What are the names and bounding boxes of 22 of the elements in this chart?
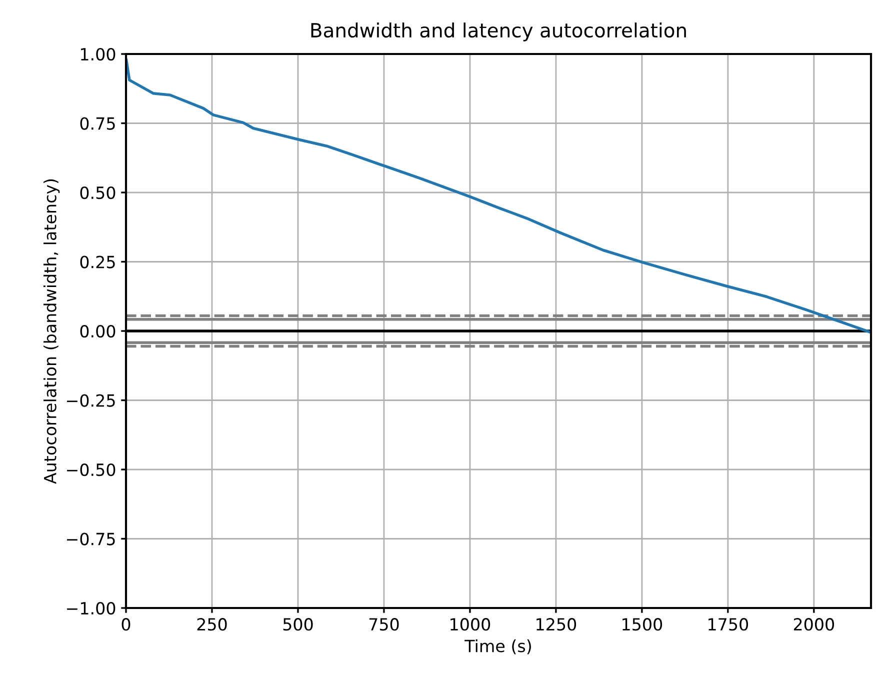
y-tick-label: 0.00: [80, 324, 116, 338]
y-tick-label: 0.50: [80, 186, 116, 200]
x-tick-label: 1500: [622, 618, 662, 631]
y-tick-label: −0.75: [66, 532, 115, 546]
y-tick-label: −0.50: [66, 463, 116, 476]
x-tick-label: 1250: [536, 618, 576, 631]
y-tick-label: −1.00: [66, 602, 116, 615]
x-tick-label: 1000: [450, 618, 490, 631]
y-tick-label: −0.25: [66, 394, 115, 407]
x-tick-label: 1750: [708, 618, 748, 631]
x-tick-label: 2000: [794, 618, 834, 631]
line-series: [126, 58, 871, 334]
x-tick-label: 250: [197, 618, 227, 631]
y-axis-title: Autocorrelation (bandwidth, latency): [44, 179, 60, 484]
x-axis-title: Time (s): [464, 639, 531, 654]
y-tick-label: 1.00: [81, 48, 116, 61]
x-tick-label: 0: [122, 618, 130, 631]
y-tick-label: 0.75: [80, 117, 115, 130]
x-tick-label: 500: [283, 618, 313, 631]
chart-title: Bandwidth and latency autocorrelation: [311, 22, 686, 42]
y-tick-label: 0.25: [80, 256, 115, 268]
x-tick-label: 750: [369, 618, 399, 631]
